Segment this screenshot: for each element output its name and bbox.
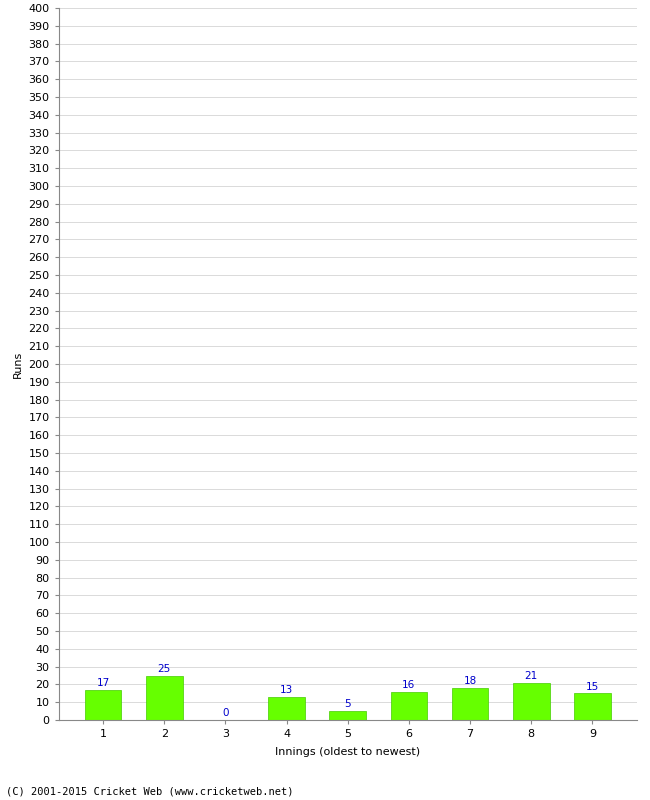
Text: (C) 2001-2015 Cricket Web (www.cricketweb.net): (C) 2001-2015 Cricket Web (www.cricketwe… <box>6 786 294 796</box>
Bar <box>84 690 122 720</box>
Text: 17: 17 <box>96 678 110 688</box>
Text: 0: 0 <box>222 708 229 718</box>
Bar <box>513 682 549 720</box>
Text: 21: 21 <box>525 671 538 681</box>
Bar <box>574 694 611 720</box>
X-axis label: Innings (oldest to newest): Innings (oldest to newest) <box>275 747 421 758</box>
Text: 25: 25 <box>158 664 171 674</box>
Bar <box>268 697 305 720</box>
Bar <box>391 691 427 720</box>
Text: 5: 5 <box>344 699 351 710</box>
Bar <box>452 688 488 720</box>
Text: 15: 15 <box>586 682 599 691</box>
Text: 13: 13 <box>280 685 293 695</box>
Text: 16: 16 <box>402 680 415 690</box>
Text: 18: 18 <box>463 676 476 686</box>
Bar <box>330 711 366 720</box>
Bar <box>146 675 183 720</box>
Y-axis label: Runs: Runs <box>12 350 23 378</box>
